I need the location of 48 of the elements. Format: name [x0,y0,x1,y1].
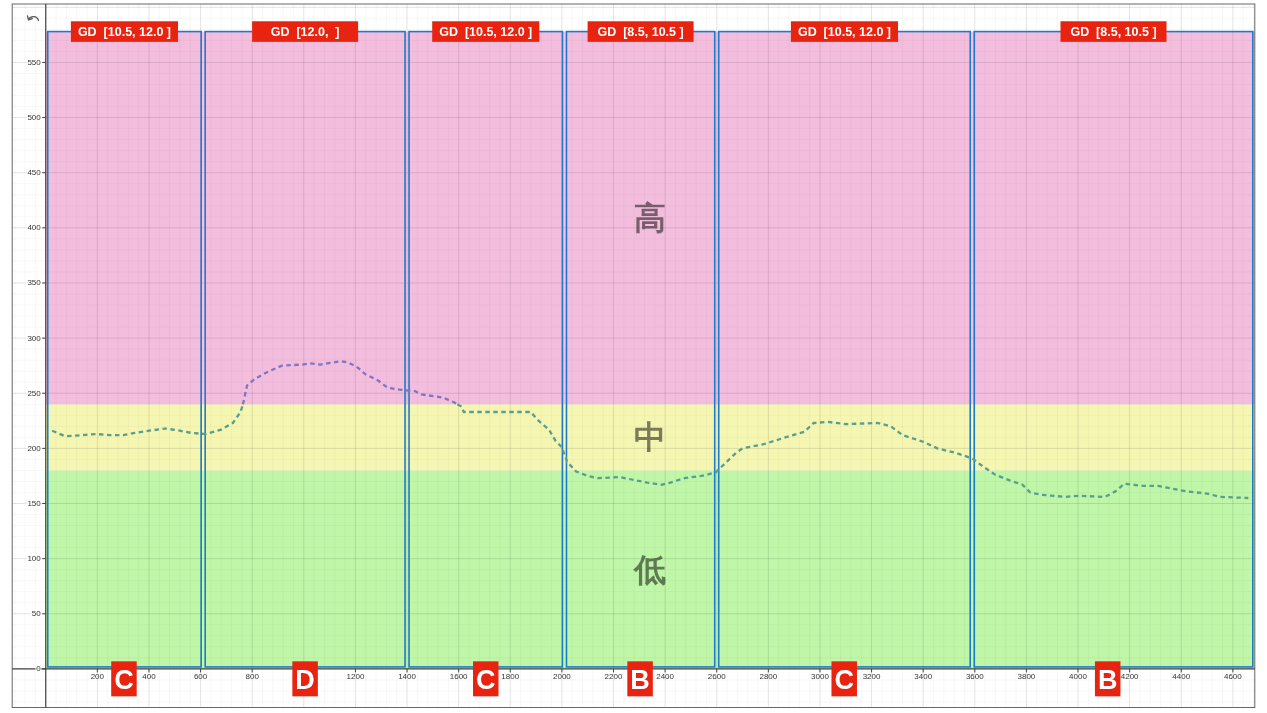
x-tick-label: 2200 [604,672,623,682]
y-tick-label: 450 [27,168,41,178]
x-tick-label: 2400 [656,672,674,682]
band-tag-text: GD [10.5, 12.0 ] [77,24,171,39]
x-tick-label: 4200 [1120,672,1139,682]
band-tag-text: GD [10.5, 12.0 ] [439,24,533,39]
x-tick-label: 1600 [449,672,468,682]
annotation-text: C [114,664,134,695]
y-tick-label: 300 [27,333,41,343]
y-tick-label: 100 [27,554,41,564]
annotation-text: B [1097,664,1118,695]
annotation-text: D [295,664,315,695]
y-tick-label: 150 [27,499,41,508]
annotation-text: C [476,664,496,695]
x-tick-label: 4400 [1172,672,1191,682]
x-tick-label: 600 [193,672,208,682]
y-tick-label: 550 [27,57,41,67]
x-tick-label: 200 [90,672,105,682]
x-tick-label: 1800 [501,672,520,682]
y-tick-label: 350 [27,278,41,288]
y-tick-label: 200 [27,443,41,453]
annotation-text: C [834,664,854,695]
x-tick-label: 3000 [811,672,829,682]
y-tick-label: 50 [31,609,41,619]
x-tick-label: 2600 [707,672,726,682]
band-label: 高 [634,199,667,236]
band-tag-text: GD [12.0, ] [270,24,340,39]
band-label: 低 [634,551,667,588]
x-tick-label: 3400 [914,672,933,682]
annotation-text: B [630,664,650,695]
x-tick-label: 2800 [759,672,778,682]
band-tag-text: GD [8.5, 10.5 ] [597,24,684,39]
y-tick-label: 250 [27,388,41,398]
band-tag-text: GD [10.5, 12.0 ] [797,24,892,39]
x-tick-label: 4000 [1069,672,1087,682]
x-tick-label: 1400 [398,672,416,682]
x-tick-label: 400 [142,672,156,682]
band-tag-text: GD [8.5, 10.5 ] [1070,24,1157,39]
x-tick-label: 1200 [346,672,365,682]
x-tick-label: 3800 [1017,672,1036,682]
y-tick-label: 400 [27,223,41,233]
x-tick-label: 3200 [862,672,881,682]
band-label: 中 [634,419,667,456]
x-tick-label: 4600 [1223,672,1242,682]
x-tick-label: 800 [245,672,259,682]
x-tick-label: 3600 [965,672,984,682]
y-tick-label: 500 [27,113,41,123]
x-tick-label: 2000 [553,672,571,682]
